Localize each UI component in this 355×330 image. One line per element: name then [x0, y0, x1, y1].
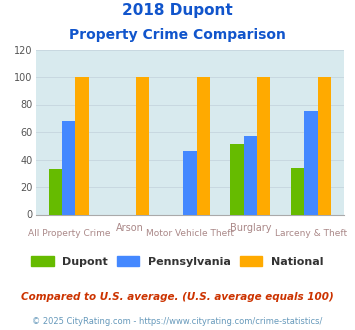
Bar — [257, 77, 271, 214]
Bar — [244, 136, 257, 214]
Text: Compared to U.S. average. (U.S. average equals 100): Compared to U.S. average. (U.S. average … — [21, 292, 334, 302]
Bar — [291, 168, 304, 215]
Bar — [49, 169, 62, 214]
Text: © 2025 CityRating.com - https://www.cityrating.com/crime-statistics/: © 2025 CityRating.com - https://www.city… — [32, 317, 323, 326]
Legend: Dupont, Pennsylvania, National: Dupont, Pennsylvania, National — [31, 256, 324, 267]
Bar — [76, 77, 89, 214]
Text: Larceny & Theft: Larceny & Theft — [275, 229, 347, 238]
Text: Motor Vehicle Theft: Motor Vehicle Theft — [146, 229, 234, 238]
Text: Property Crime Comparison: Property Crime Comparison — [69, 28, 286, 42]
Text: 2018 Dupont: 2018 Dupont — [122, 3, 233, 18]
Bar — [230, 145, 244, 214]
Bar — [136, 77, 149, 214]
Bar — [318, 77, 331, 214]
Bar — [183, 151, 197, 214]
Text: Burglary: Burglary — [230, 223, 271, 233]
Bar — [304, 112, 318, 214]
Text: Arson: Arson — [115, 223, 143, 233]
Text: All Property Crime: All Property Crime — [28, 229, 110, 238]
Bar — [197, 77, 210, 214]
Bar — [62, 121, 76, 214]
